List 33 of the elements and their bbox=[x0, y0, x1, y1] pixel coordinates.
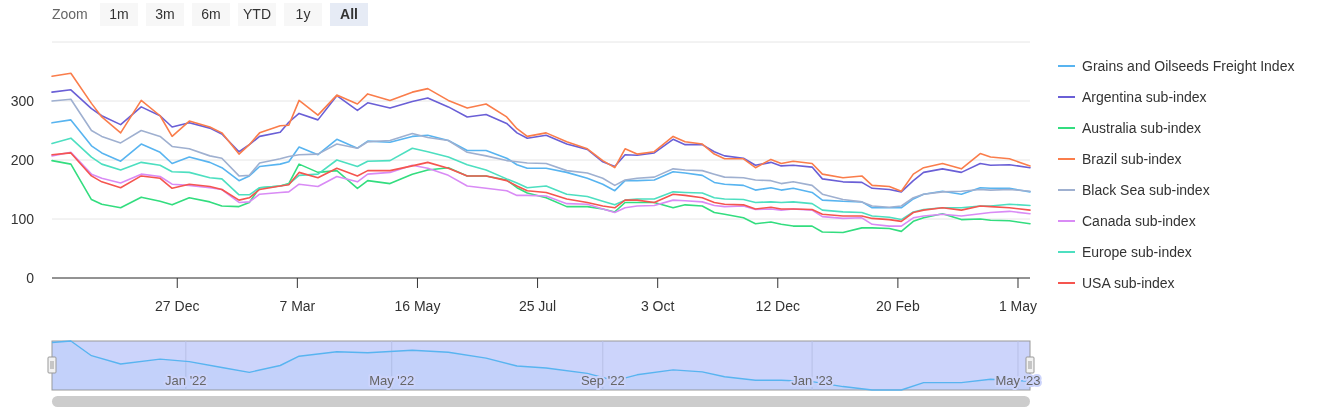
zoom-button: 1m bbox=[100, 3, 138, 26]
zoom-button: All bbox=[330, 3, 368, 26]
line-series bbox=[51, 98, 1031, 208]
x-tick-label: May '22 bbox=[369, 373, 415, 388]
y-tick-label: 0 bbox=[26, 269, 35, 286]
zoom-button: YTD bbox=[238, 3, 276, 26]
x-tick-label: 7 Mar bbox=[279, 298, 316, 314]
legend-label: Brazil sub-index bbox=[1082, 150, 1182, 167]
legend-label: Black Sea sub-index bbox=[1082, 181, 1210, 198]
zoom-button: 1y bbox=[284, 3, 322, 26]
x-tick-label: 16 May bbox=[394, 298, 441, 314]
line-series bbox=[51, 119, 1031, 209]
y-tick-label: 200 bbox=[10, 151, 35, 168]
legend-label: Argentina sub-index bbox=[1082, 88, 1207, 105]
x-tick-label: Jan '22 bbox=[165, 373, 207, 388]
x-tick-label: 27 Dec bbox=[155, 298, 200, 314]
y-tick-label: 300 bbox=[10, 92, 35, 109]
legend-label: Australia sub-index bbox=[1082, 119, 1202, 136]
x-tick-label: 3 Oct bbox=[640, 298, 675, 314]
legend-label: USA sub-index bbox=[1082, 274, 1175, 291]
legend-label: Grains and Oilseeds Freight Index bbox=[1082, 57, 1295, 74]
legend-label: Canada sub-index bbox=[1082, 212, 1196, 229]
x-tick-label: 1 May bbox=[998, 298, 1038, 314]
line-series bbox=[51, 159, 1031, 234]
y-tick-label: 100 bbox=[10, 210, 35, 227]
x-tick-label: 12 Dec bbox=[755, 298, 800, 314]
x-tick-label: 25 Jul bbox=[518, 298, 557, 314]
x-tick-label: 20 Feb bbox=[876, 298, 920, 314]
zoom-button: 3m bbox=[146, 3, 184, 26]
legend-label: Europe sub-index bbox=[1082, 243, 1192, 260]
line-series bbox=[51, 137, 1031, 221]
text: Zoom bbox=[52, 6, 88, 22]
zoom-button: 6m bbox=[192, 3, 230, 26]
